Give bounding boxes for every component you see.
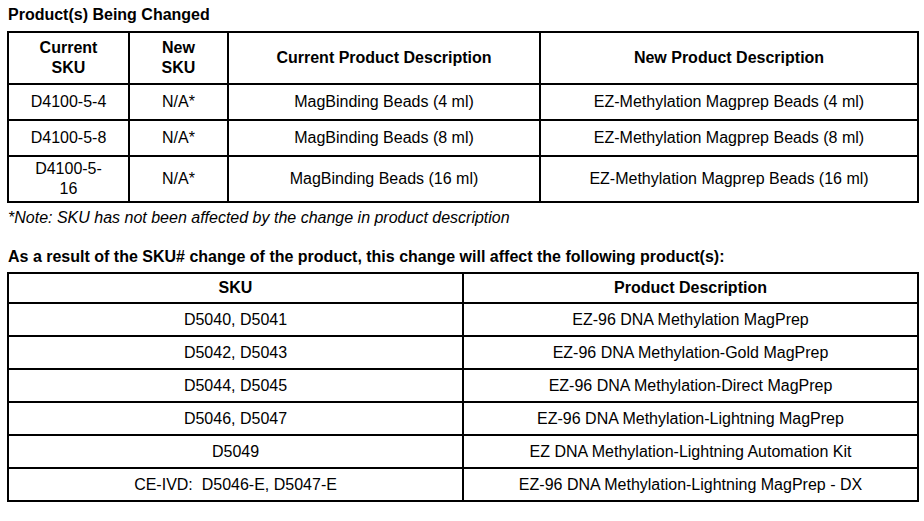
header-new-product-description: New Product Description bbox=[540, 32, 918, 84]
products-table-header-row: Current SKU New SKU Current Product Desc… bbox=[8, 32, 918, 84]
sku-cell: D5046, D5047 bbox=[8, 402, 463, 435]
current-sku-cell: D4100-5- 16 bbox=[8, 156, 129, 202]
header-sku: SKU bbox=[8, 273, 463, 303]
description-cell: EZ-96 DNA Methylation-Lightning MagPrep … bbox=[463, 468, 918, 501]
table-row: D5042, D5043 EZ-96 DNA Methylation-Gold … bbox=[8, 336, 918, 369]
new-description-cell: EZ-Methylation Magprep Beads (16 ml) bbox=[540, 156, 918, 202]
sku-cell: CE-IVD: D5046-E, D5047-E bbox=[8, 468, 463, 501]
description-cell: EZ-96 DNA Methylation MagPrep bbox=[463, 303, 918, 336]
table-row: CE-IVD: D5046-E, D5047-E EZ-96 DNA Methy… bbox=[8, 468, 918, 501]
new-sku-cell: N/A* bbox=[129, 84, 228, 120]
header-current-product-description: Current Product Description bbox=[228, 32, 540, 84]
sku-cell: D5044, D5045 bbox=[8, 369, 463, 402]
current-sku-cell: D4100-5-4 bbox=[8, 84, 129, 120]
table-row: D5040, D5041 EZ-96 DNA Methylation MagPr… bbox=[8, 303, 918, 336]
description-cell: EZ-96 DNA Methylation-Lightning MagPrep bbox=[463, 402, 918, 435]
table-row: D5049 EZ DNA Methylation-Lightning Autom… bbox=[8, 435, 918, 468]
table-row: D5046, D5047 EZ-96 DNA Methylation-Light… bbox=[8, 402, 918, 435]
new-sku-cell: N/A* bbox=[129, 156, 228, 202]
document-page: Product(s) Being Changed Current SKU New… bbox=[0, 0, 924, 502]
current-description-cell: MagBinding Beads (8 ml) bbox=[228, 120, 540, 156]
table-row: D5044, D5045 EZ-96 DNA Methylation-Direc… bbox=[8, 369, 918, 402]
new-description-cell: EZ-Methylation Magprep Beads (4 ml) bbox=[540, 84, 918, 120]
affected-products-table: SKU Product Description D5040, D5041 EZ-… bbox=[7, 272, 919, 502]
new-description-cell: EZ-Methylation Magprep Beads (8 ml) bbox=[540, 120, 918, 156]
sku-note: *Note: SKU has not been affected by the … bbox=[8, 208, 917, 228]
header-current-sku: Current SKU bbox=[8, 32, 129, 84]
current-sku-cell: D4100-5-8 bbox=[8, 120, 129, 156]
affected-table-header-row: SKU Product Description bbox=[8, 273, 918, 303]
table-row: D4100-5- 16 N/A* MagBinding Beads (16 ml… bbox=[8, 156, 918, 202]
current-description-cell: MagBinding Beads (4 ml) bbox=[228, 84, 540, 120]
sku-cell: D5042, D5043 bbox=[8, 336, 463, 369]
affected-products-heading: As a result of the SKU# change of the pr… bbox=[8, 247, 917, 266]
description-cell: EZ-96 DNA Methylation-Direct MagPrep bbox=[463, 369, 918, 402]
description-cell: EZ DNA Methylation-Lightning Automation … bbox=[463, 435, 918, 468]
new-sku-cell: N/A* bbox=[129, 120, 228, 156]
sku-cell: D5040, D5041 bbox=[8, 303, 463, 336]
page-title: Product(s) Being Changed bbox=[8, 5, 917, 24]
description-cell: EZ-96 DNA Methylation-Gold MagPrep bbox=[463, 336, 918, 369]
table-row: D4100-5-4 N/A* MagBinding Beads (4 ml) E… bbox=[8, 84, 918, 120]
products-being-changed-table: Current SKU New SKU Current Product Desc… bbox=[7, 31, 919, 203]
header-product-description: Product Description bbox=[463, 273, 918, 303]
sku-cell: D5049 bbox=[8, 435, 463, 468]
header-new-sku: New SKU bbox=[129, 32, 228, 84]
current-description-cell: MagBinding Beads (16 ml) bbox=[228, 156, 540, 202]
table-row: D4100-5-8 N/A* MagBinding Beads (8 ml) E… bbox=[8, 120, 918, 156]
